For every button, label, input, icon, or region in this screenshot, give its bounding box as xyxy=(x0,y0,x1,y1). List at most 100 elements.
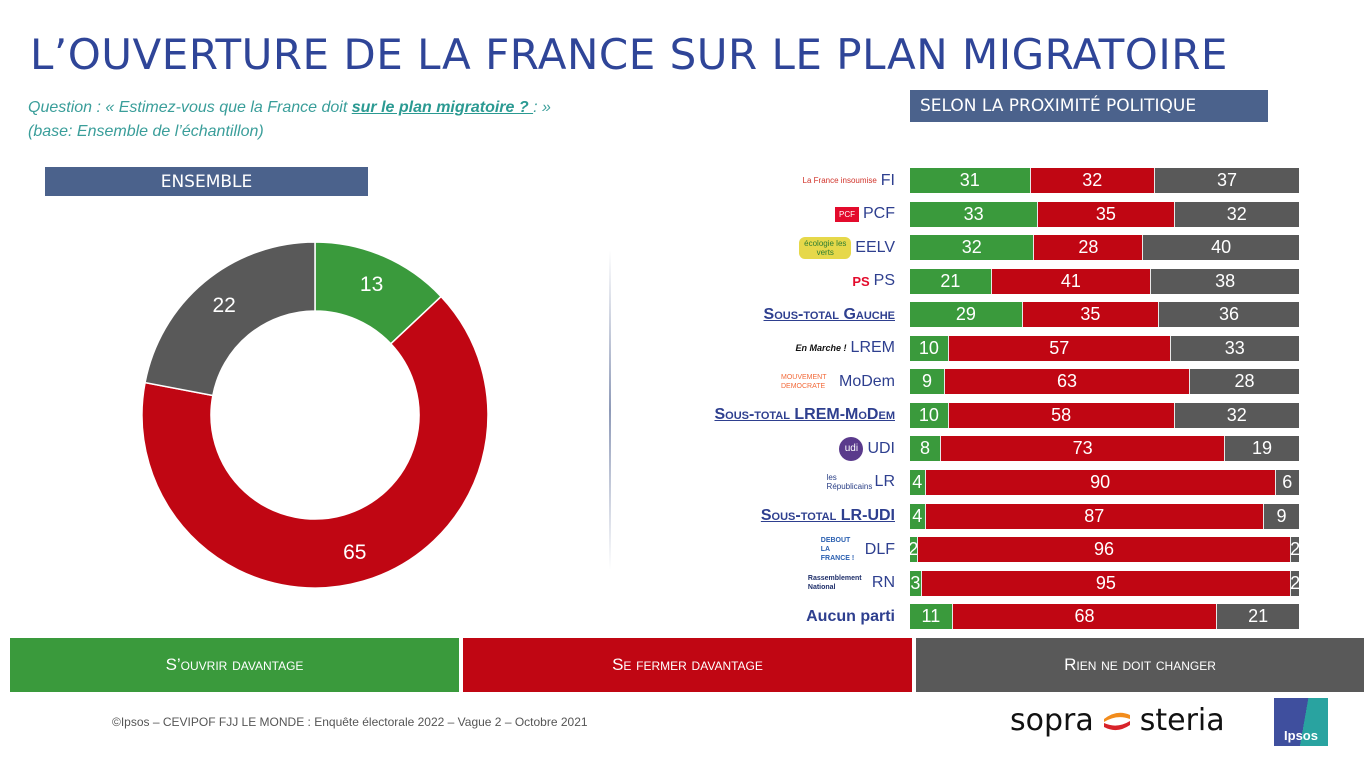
stacked-bar: 4 87 9 xyxy=(910,503,1299,529)
bar-segment-rien: 33 xyxy=(1170,335,1299,361)
row-label: DEBOUT LA FRANCE ! DLF xyxy=(821,537,895,562)
row-label: Aucun parti xyxy=(806,604,895,629)
bar-row: PCF PCF 33 35 32 xyxy=(600,201,1300,227)
donut-slice-rien xyxy=(144,241,316,397)
row-label-text: Sous-total Gauche xyxy=(763,305,895,323)
bar-row: PS PS 21 41 38 xyxy=(600,268,1300,294)
bar-segment-ouvrir: 10 xyxy=(910,335,949,361)
bar-segment-fermer: 68 xyxy=(952,604,1218,630)
bar-segment-fermer: 95 xyxy=(921,570,1292,596)
bar-segment-ouvrir: 32 xyxy=(910,235,1035,261)
row-label: La France insoumise FI xyxy=(803,168,895,193)
row-label: udi UDI xyxy=(839,436,895,461)
bar-row: MOUVEMENT DEMOCRATE MoDem 9 63 28 xyxy=(600,369,1300,395)
ensemble-header: ENSEMBLE xyxy=(45,167,368,196)
question-highlight: sur le plan migratoire ? xyxy=(351,99,534,116)
bar-row: Sous-total LREM-MoDem 10 58 32 xyxy=(600,402,1300,428)
bar-row: udi UDI 8 73 19 xyxy=(600,436,1300,462)
bar-segment-rien: 36 xyxy=(1158,302,1299,328)
bar-row: écologie les verts EELV 32 28 40 xyxy=(600,235,1300,261)
bar-segment-rien: 2 xyxy=(1291,537,1299,563)
bar-segment-fermer: 35 xyxy=(1022,302,1159,328)
row-label-text: LR xyxy=(874,473,895,491)
row-label-text: EELV xyxy=(855,238,895,256)
bar-row: Aucun parti 11 68 21 xyxy=(600,604,1300,630)
sopra-steria-mark-icon xyxy=(1103,712,1130,730)
row-label-text: DLF xyxy=(864,540,895,558)
sopra-steria-logo: sopra steria xyxy=(1010,703,1225,738)
bar-row: Sous-total LR-UDI 4 87 9 xyxy=(600,503,1300,529)
question-base: (base: Ensemble de l’échantillon) xyxy=(28,123,264,140)
stacked-bar: 29 35 36 xyxy=(910,302,1299,328)
bar-row: La France insoumise FI 31 32 37 xyxy=(600,168,1300,193)
modem-logo-icon: MOUVEMENT DEMOCRATE xyxy=(780,373,827,390)
row-label-text: UDI xyxy=(867,439,895,457)
bar-segment-rien: 21 xyxy=(1217,604,1299,630)
question-suffix: : » xyxy=(533,99,551,116)
row-label-text: PCF xyxy=(863,205,895,223)
stacked-bar: 9 63 28 xyxy=(910,369,1299,395)
row-label: Rassemblement National RN xyxy=(808,571,895,596)
row-label: écologie les verts EELV xyxy=(799,235,895,260)
row-label-text: Sous-total LREM-MoDem xyxy=(714,406,895,424)
row-label: PS PS xyxy=(852,269,895,294)
bar-segment-ouvrir: 33 xyxy=(910,201,1039,227)
udi-logo-icon: udi xyxy=(839,436,864,461)
stacked-bar: 32 28 40 xyxy=(910,235,1299,261)
stacked-bar: 10 57 33 xyxy=(910,335,1299,361)
ps-logo-icon: PS xyxy=(852,273,870,289)
bar-segment-ouvrir: 9 xyxy=(910,369,945,395)
bar-segment-rien: 9 xyxy=(1263,503,1299,529)
row-label-text: LREM xyxy=(850,339,895,357)
lrem-logo-icon: En Marche ! xyxy=(795,342,847,353)
row-label-text: Aucun parti xyxy=(806,607,895,625)
sopra-text: sopra xyxy=(1010,703,1094,738)
row-label-text: FI xyxy=(880,171,895,189)
page-title: L’OUVERTURE DE LA FRANCE SUR LE PLAN MIG… xyxy=(30,30,1228,79)
donut-label-rien: 22 xyxy=(212,294,235,317)
vertical-divider xyxy=(609,250,611,570)
dlf-logo-icon: DEBOUT LA FRANCE ! xyxy=(820,537,855,563)
row-label: En Marche ! LREM xyxy=(796,336,895,361)
bar-row: Rassemblement National RN 3 95 2 xyxy=(600,570,1300,596)
bar-segment-rien: 2 xyxy=(1291,570,1299,596)
bar-segment-rien: 28 xyxy=(1190,369,1299,395)
bar-row: Sous-total Gauche 29 35 36 xyxy=(600,302,1300,328)
bar-row: les Républicains LR 4 90 6 xyxy=(600,469,1300,495)
stacked-bar: 3 95 2 xyxy=(910,570,1299,596)
bar-segment-ouvrir: 4 xyxy=(910,503,926,529)
row-label-text: RN xyxy=(871,574,895,592)
bar-segment-fermer: 41 xyxy=(991,268,1152,294)
legend-item-rien: Rien ne doit changer xyxy=(916,638,1364,692)
row-label: MOUVEMENT DEMOCRATE MoDem xyxy=(781,369,895,394)
footer-source: ©Ipsos – CEVIPOF FJJ LE MONDE : Enquête … xyxy=(112,715,588,729)
bar-segment-rien: 6 xyxy=(1275,469,1299,495)
bar-segment-rien: 32 xyxy=(1174,402,1299,428)
question-text: Question : « Estimez-vous que la France … xyxy=(28,96,551,144)
row-label: Sous-total LREM-MoDem xyxy=(714,403,895,428)
rn-logo-icon: Rassemblement National xyxy=(807,575,862,592)
bar-segment-fermer: 32 xyxy=(1030,168,1156,193)
bar-segment-fermer: 58 xyxy=(948,402,1175,428)
donut-label-ouvrir: 13 xyxy=(360,273,383,296)
row-label-text: MoDem xyxy=(838,372,895,390)
stacked-bar: 33 35 32 xyxy=(910,201,1299,227)
row-label: les Républicains LR xyxy=(827,470,895,495)
bar-segment-fermer: 73 xyxy=(941,436,1226,462)
bar-segment-ouvrir: 11 xyxy=(910,604,953,630)
bar-segment-ouvrir: 29 xyxy=(910,302,1023,328)
row-label-text: Sous-total LR-UDI xyxy=(760,507,895,524)
stacked-bar: 31 32 37 xyxy=(910,168,1299,193)
bar-segment-fermer: 90 xyxy=(925,469,1276,495)
legend-item-ouvrir: S’ouvrir davantage xyxy=(10,638,459,692)
fi-logo-icon: La France insoumise xyxy=(802,176,877,185)
bar-segment-fermer: 28 xyxy=(1034,235,1144,261)
legend-item-fermer: Se fermer davantage xyxy=(463,638,912,692)
steria-text: steria xyxy=(1139,703,1225,738)
proximite-header: SELON LA PROXIMITÉ POLITIQUE xyxy=(910,90,1268,122)
row-label: Sous-total LR-UDI xyxy=(761,504,895,529)
ipsos-logo: Ipsos xyxy=(1274,698,1328,746)
stacked-bar: 4 90 6 xyxy=(910,469,1299,495)
donut-chart: 13 65 22 xyxy=(141,241,489,589)
bar-segment-fermer: 63 xyxy=(945,369,1191,395)
